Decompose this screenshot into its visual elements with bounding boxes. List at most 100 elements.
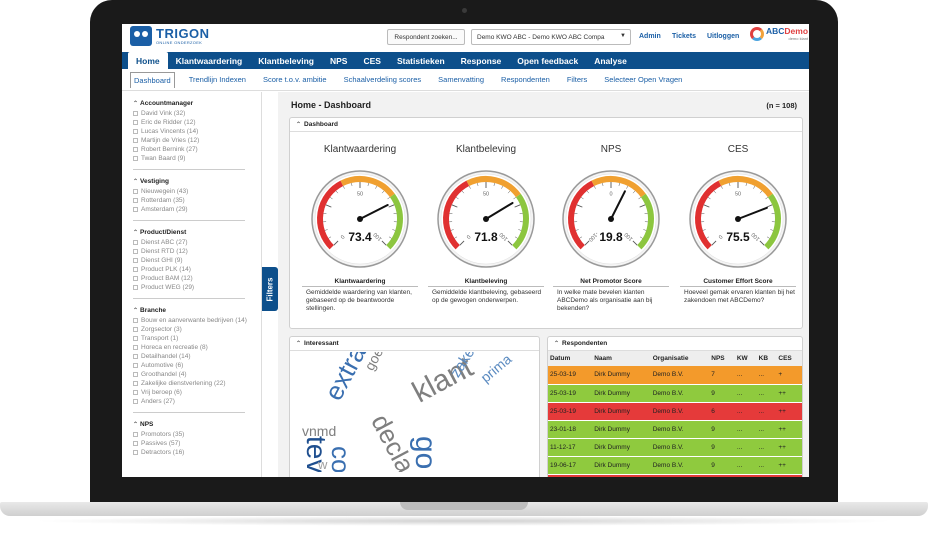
filters-toggle-tab[interactable]: Filters (262, 267, 278, 311)
trigon-logo[interactable]: TRIGON ONLINE ONDERZOEK (130, 26, 210, 46)
filter-group-header[interactable]: ⌃ NPS (133, 421, 261, 428)
filter-option[interactable]: Dienst GHI (9) (133, 256, 261, 265)
table-row[interactable]: 25-03-19 Dirk Dummy Demo B.V. 7...... + (548, 366, 802, 385)
respondenten-panel-header[interactable]: ⌃ Respondenten (548, 337, 802, 351)
checkbox[interactable] (133, 441, 138, 446)
admin-link[interactable]: Admin (639, 33, 661, 40)
checkbox[interactable] (133, 345, 138, 350)
table-header-cell[interactable]: NPS (709, 351, 735, 366)
checkbox[interactable] (133, 240, 138, 245)
filter-option[interactable]: Horeca en recreatie (8) (133, 343, 261, 352)
checkbox[interactable] (133, 129, 138, 134)
subnav-filters[interactable]: Filters (566, 75, 588, 84)
table-row[interactable]: 23-01-18 Dirk Dummy Demo B.V. 9...... ++ (548, 420, 802, 439)
checkbox[interactable] (133, 336, 138, 341)
dashboard-panel-header[interactable]: ⌃ Dashboard (290, 118, 802, 132)
subnav-score-ambitie[interactable]: Score t.o.v. ambitie (262, 75, 327, 84)
table-header-cell[interactable]: CES (776, 351, 802, 366)
subnav-open-vragen[interactable]: Selecteer Open Vragen (604, 75, 683, 84)
filter-option[interactable]: Eric de Ridder (12) (133, 118, 261, 127)
filter-option[interactable]: Promotors (35) (133, 430, 261, 439)
filter-option[interactable]: Product WEG (29) (133, 283, 261, 292)
filter-option[interactable]: Amsterdam (29) (133, 205, 261, 214)
table-header-cell[interactable]: Datum (548, 351, 593, 366)
filter-option[interactable]: Dienst RTD (12) (133, 247, 261, 256)
checkbox[interactable] (133, 249, 138, 254)
checkbox[interactable] (133, 138, 138, 143)
respondent-search-button[interactable]: Respondent zoeken... (387, 29, 465, 45)
nav-open-feedback[interactable]: Open feedback (517, 55, 579, 66)
checkbox[interactable] (133, 207, 138, 212)
checkbox[interactable] (133, 450, 138, 455)
filter-option[interactable]: Vrij beroep (6) (133, 388, 261, 397)
nav-response[interactable]: Response (460, 55, 502, 66)
nav-klantwaardering[interactable]: Klantwaardering (175, 55, 243, 66)
checkbox[interactable] (133, 327, 138, 332)
filter-option[interactable]: Martijn de Vries (12) (133, 136, 261, 145)
filter-option[interactable]: Groothandel (4) (133, 370, 261, 379)
filter-group-header[interactable]: ⌃ Product/Dienst (133, 229, 261, 236)
nav-home[interactable]: Home (128, 52, 168, 69)
filter-group-header[interactable]: ⌃ Branche (133, 307, 261, 314)
table-header-cell[interactable]: KB (756, 351, 777, 366)
filter-option[interactable]: Anders (27) (133, 397, 261, 406)
subnav-dashboard[interactable]: Dashboard (130, 71, 175, 88)
table-row[interactable]: 19-06-17 Dirk Dummy Demo B.V. 9...... ++ (548, 456, 802, 475)
table-header-cell[interactable]: Organisatie (650, 351, 710, 366)
filter-option[interactable]: Passives (57) (133, 439, 261, 448)
checkbox[interactable] (133, 372, 138, 377)
nav-ces[interactable]: CES (363, 55, 381, 66)
subnav-samenvatting[interactable]: Samenvatting (438, 75, 485, 84)
subnav-trendlijn[interactable]: Trendlijn Indexen (188, 75, 246, 84)
filter-option[interactable]: Robert Bernink (27) (133, 145, 261, 154)
checkbox[interactable] (133, 189, 138, 194)
checkbox[interactable] (133, 390, 138, 395)
subnav-respondenten[interactable]: Respondenten (501, 75, 550, 84)
checkbox[interactable] (133, 198, 138, 203)
filter-option[interactable]: Zakelijke dienstverlening (22) (133, 379, 261, 388)
checkbox[interactable] (133, 267, 138, 272)
checkbox[interactable] (133, 258, 138, 263)
checkbox[interactable] (133, 318, 138, 323)
filter-option[interactable]: Transport (1) (133, 334, 261, 343)
table-row[interactable]: 25-03-19 Dirk Dummy Demo B.V. 6...... ++ (548, 402, 802, 421)
logout-link[interactable]: Uitloggen (707, 33, 740, 40)
filter-option[interactable]: Product PLK (14) (133, 265, 261, 274)
checkbox[interactable] (133, 156, 138, 161)
filter-option[interactable]: Product BAM (12) (133, 274, 261, 283)
checkbox[interactable] (133, 363, 138, 368)
table-header-cell[interactable]: KW (734, 351, 757, 366)
filter-option[interactable]: Lucas Vincents (14) (133, 127, 261, 136)
filter-option[interactable]: Detailhandel (14) (133, 352, 261, 361)
table-row[interactable]: 11-12-17 Dirk Dummy Demo B.V. 9...... ++ (548, 438, 802, 457)
checkbox[interactable] (133, 276, 138, 281)
filter-option[interactable]: Nieuwegein (43) (133, 187, 261, 196)
checkbox[interactable] (133, 285, 138, 290)
table-row[interactable] (548, 474, 802, 477)
filter-option[interactable]: Bouw en aanverwante bedrijven (14) (133, 316, 261, 325)
filter-option[interactable]: Zorgsector (3) (133, 325, 261, 334)
checkbox[interactable] (133, 381, 138, 386)
checkbox[interactable] (133, 354, 138, 359)
checkbox[interactable] (133, 432, 138, 437)
checkbox[interactable] (133, 111, 138, 116)
checkbox[interactable] (133, 120, 138, 125)
filter-option[interactable]: Rotterdam (35) (133, 196, 261, 205)
table-header-cell[interactable]: Naam (592, 351, 651, 366)
nav-analyse[interactable]: Analyse (594, 55, 627, 66)
table-row[interactable]: 25-03-19 Dirk Dummy Demo B.V. 9...... ++ (548, 384, 802, 403)
checkbox[interactable] (133, 147, 138, 152)
filter-option[interactable]: Dienst ABC (27) (133, 238, 261, 247)
tickets-link[interactable]: Tickets (672, 33, 696, 40)
filter-group-header[interactable]: ⌃ Vestiging (133, 178, 261, 185)
filter-option[interactable]: Detractors (16) (133, 448, 261, 457)
subnav-schaalverdeling[interactable]: Schaalverdeling scores (343, 75, 422, 84)
filter-option[interactable]: David Vink (32) (133, 109, 261, 118)
nav-nps[interactable]: NPS (329, 55, 348, 66)
interessant-panel-header[interactable]: ⌃ Interessant (290, 337, 539, 351)
project-select[interactable]: Demo KWO ABC - Demo KWO ABC Compa ▼ (471, 29, 631, 45)
filter-option[interactable]: Twan Baard (9) (133, 154, 261, 163)
nav-klantbeleving[interactable]: Klantbeleving (258, 55, 314, 66)
checkbox[interactable] (133, 399, 138, 404)
nav-statistieken[interactable]: Statistieken (396, 55, 445, 66)
